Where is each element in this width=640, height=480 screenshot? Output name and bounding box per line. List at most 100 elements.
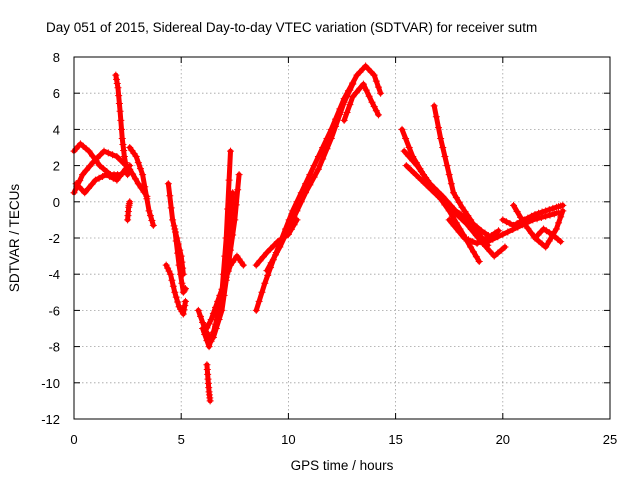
data-point-marker bbox=[129, 170, 137, 178]
data-point-marker bbox=[169, 282, 177, 290]
data-point-marker bbox=[353, 71, 361, 79]
data-point-marker bbox=[203, 324, 211, 332]
data-point-marker bbox=[174, 298, 182, 306]
data-point-marker bbox=[356, 68, 364, 76]
data-point-marker bbox=[422, 174, 430, 182]
data-point-marker bbox=[264, 271, 272, 279]
data-point-marker bbox=[199, 318, 207, 326]
data-point-marker bbox=[552, 225, 560, 233]
data-point-marker bbox=[400, 147, 408, 155]
data-point-marker bbox=[362, 62, 370, 70]
series-track bbox=[403, 163, 508, 259]
data-point-marker bbox=[504, 228, 512, 236]
data-point-marker bbox=[235, 171, 243, 179]
data-point-marker bbox=[263, 248, 271, 256]
data-point-marker bbox=[113, 80, 121, 88]
data-point-marker bbox=[168, 276, 176, 284]
series-sat-c bbox=[72, 165, 129, 197]
data-point-marker bbox=[81, 189, 89, 197]
data-point-marker bbox=[365, 92, 373, 100]
series-sat-u bbox=[402, 162, 509, 260]
data-point-marker bbox=[449, 189, 457, 197]
data-point-marker bbox=[120, 147, 128, 155]
data-point-marker bbox=[227, 147, 235, 155]
data-point-marker bbox=[407, 166, 415, 174]
data-point-marker bbox=[538, 208, 546, 216]
data-point-marker bbox=[113, 176, 121, 184]
data-point-marker bbox=[222, 234, 230, 242]
data-point-marker bbox=[117, 116, 125, 124]
data-point-marker bbox=[417, 176, 425, 184]
data-point-marker bbox=[437, 134, 445, 142]
data-point-marker bbox=[132, 153, 140, 161]
series-track bbox=[431, 103, 491, 248]
series-sat-m bbox=[209, 171, 243, 342]
data-point-marker bbox=[106, 172, 114, 180]
data-point-marker bbox=[267, 259, 275, 267]
data-point-marker bbox=[114, 84, 122, 92]
data-point-marker bbox=[134, 159, 142, 167]
data-point-marker bbox=[475, 258, 483, 266]
data-point-marker bbox=[203, 337, 211, 345]
data-point-marker bbox=[527, 212, 535, 220]
data-point-marker bbox=[557, 238, 565, 246]
data-point-marker bbox=[455, 198, 463, 206]
data-point-marker bbox=[99, 172, 107, 180]
data-point-marker bbox=[166, 270, 174, 278]
data-point-marker bbox=[545, 237, 553, 245]
data-point-marker bbox=[457, 215, 465, 223]
data-point-marker bbox=[224, 205, 232, 213]
data-point-marker bbox=[123, 165, 131, 173]
data-point-marker bbox=[180, 306, 188, 314]
series-track bbox=[73, 166, 128, 196]
data-point-marker bbox=[131, 175, 139, 183]
data-point-marker bbox=[178, 279, 186, 287]
data-point-marker bbox=[174, 249, 182, 257]
x-tick-label: 5 bbox=[178, 432, 185, 447]
data-point-marker bbox=[181, 297, 189, 305]
data-point-marker bbox=[531, 210, 539, 218]
data-point-marker bbox=[346, 101, 354, 109]
data-point-marker bbox=[336, 110, 344, 118]
data-point-marker bbox=[475, 230, 483, 238]
data-point-marker bbox=[319, 155, 327, 163]
data-point-marker bbox=[452, 194, 460, 202]
data-point-marker bbox=[220, 291, 228, 299]
data-point-marker bbox=[481, 229, 489, 237]
x-axis-label: GPS time / hours bbox=[291, 458, 394, 473]
data-point-marker bbox=[461, 207, 469, 215]
data-point-marker bbox=[538, 240, 546, 248]
data-point-marker bbox=[557, 213, 565, 221]
data-point-marker bbox=[402, 162, 410, 170]
data-point-marker bbox=[297, 198, 305, 206]
y-axis-label: SDTVAR / TECUs bbox=[7, 184, 22, 293]
data-point-marker bbox=[443, 162, 451, 170]
data-point-marker bbox=[164, 180, 172, 188]
data-point-marker bbox=[445, 216, 453, 224]
data-point-marker bbox=[432, 191, 440, 199]
data-point-marker bbox=[340, 116, 348, 124]
series-track bbox=[264, 81, 356, 274]
data-point-marker bbox=[306, 171, 314, 179]
data-point-marker bbox=[527, 229, 535, 237]
data-point-marker bbox=[136, 165, 144, 173]
data-point-marker bbox=[124, 171, 132, 179]
data-point-marker bbox=[460, 234, 468, 242]
data-point-marker bbox=[91, 176, 99, 184]
series-sat-q bbox=[263, 80, 357, 275]
data-point-marker bbox=[430, 102, 438, 110]
series-track bbox=[511, 202, 566, 250]
y-tick-label: -12 bbox=[41, 412, 60, 427]
data-point-marker bbox=[497, 246, 505, 254]
data-point-marker bbox=[486, 247, 494, 255]
data-point-marker bbox=[377, 89, 385, 97]
data-point-marker bbox=[96, 162, 104, 170]
data-point-marker bbox=[139, 171, 147, 179]
series-sat-r bbox=[340, 80, 382, 124]
series-sat-e bbox=[112, 71, 132, 179]
data-point-marker bbox=[442, 200, 450, 208]
data-point-marker bbox=[222, 276, 230, 284]
data-point-marker bbox=[134, 180, 142, 188]
data-point-marker bbox=[477, 238, 485, 246]
data-point-marker bbox=[364, 65, 372, 73]
